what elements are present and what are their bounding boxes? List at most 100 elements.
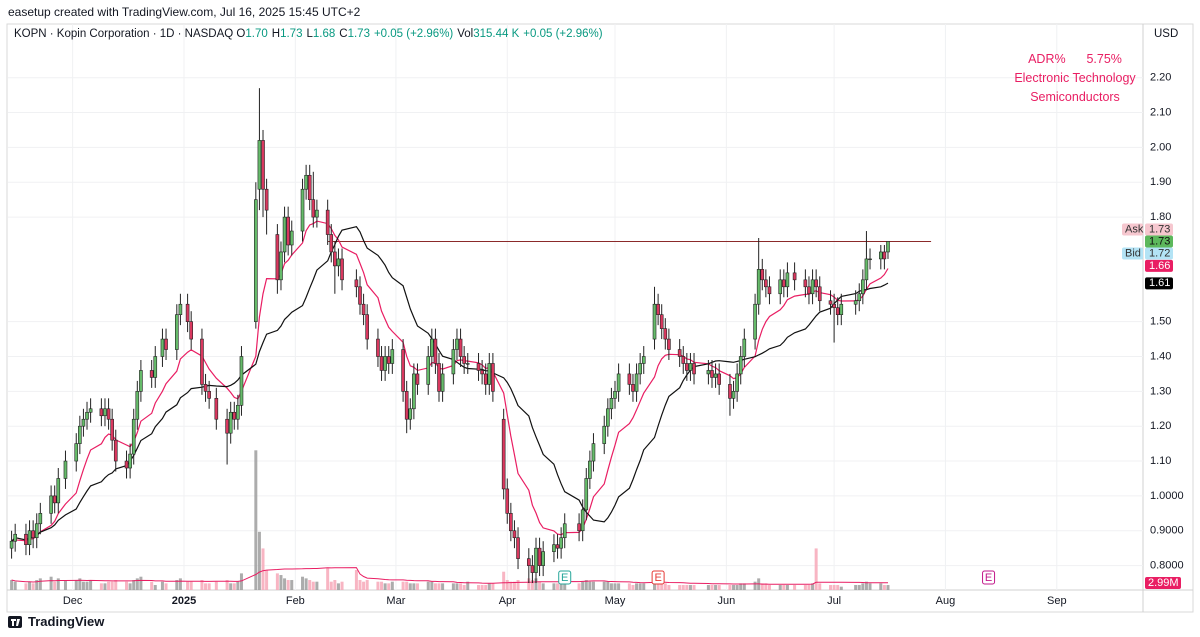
sector: Electronic Technology: [1014, 71, 1136, 85]
volume-bar: [635, 583, 639, 590]
candle-body: [300, 188, 305, 232]
ohlc-value: +0.05 (+2.96%): [523, 28, 603, 40]
candle-body: [390, 349, 395, 364]
candle-body: [433, 338, 438, 364]
volume-bar: [832, 585, 836, 590]
candle-body: [868, 258, 872, 261]
footer: TradingView: [28, 614, 105, 629]
volume-bar: [732, 585, 736, 590]
ohlc-value: 1.68: [312, 28, 336, 40]
volume-bar: [793, 585, 797, 590]
x-tick-label: Jul: [827, 595, 841, 607]
volume-bar: [602, 581, 606, 590]
volume-bar: [383, 583, 387, 590]
candle-body: [659, 314, 664, 329]
candle-body: [656, 303, 660, 315]
candle-body: [638, 363, 642, 375]
candle-body: [631, 384, 635, 392]
candle-body: [512, 530, 517, 539]
price-label-bg: [1145, 259, 1173, 272]
x-tick-label: Dec: [63, 595, 83, 607]
volume-bar: [717, 585, 721, 590]
volume-bar: [577, 583, 581, 590]
price-label-bg: [1145, 223, 1173, 236]
candle-body: [613, 391, 617, 399]
ohlc-key: H: [271, 28, 281, 40]
candle-body: [333, 251, 337, 267]
candle-body: [31, 530, 35, 539]
volume-bar: [99, 583, 103, 590]
y-tick-label: 2.20: [1150, 72, 1171, 84]
volume-bar: [753, 581, 757, 590]
volume-bar: [627, 583, 631, 590]
volume-bar: [437, 583, 441, 590]
volume-bar: [56, 578, 60, 590]
candle-body: [717, 373, 721, 385]
candle-body: [430, 338, 434, 357]
candle-body: [34, 523, 39, 539]
volume-bar: [527, 578, 531, 590]
candle-body: [103, 408, 107, 417]
candle-body: [99, 408, 104, 417]
candle-body: [652, 303, 657, 340]
candle-body: [476, 363, 481, 371]
volume-bar: [175, 580, 179, 590]
candle-body: [203, 384, 208, 392]
volume-bar: [74, 580, 78, 590]
volume-bar: [63, 580, 67, 590]
volume-bar: [387, 583, 391, 590]
candle-body: [85, 411, 89, 420]
candle-body: [379, 356, 384, 371]
volume-bar: [879, 583, 883, 590]
candle-body: [667, 338, 671, 350]
candle-body: [882, 251, 887, 260]
volume-bar: [354, 570, 358, 590]
candle-body: [516, 537, 520, 559]
candle-body: [527, 558, 531, 566]
volume-bar: [239, 573, 243, 590]
symbol: KOPN · Kopin Corporation · 1D · NASDAQ: [14, 28, 234, 40]
candle-body: [627, 373, 632, 385]
price-label-bg: [1145, 235, 1173, 248]
volume-bar: [311, 581, 315, 590]
candle-body: [835, 307, 840, 315]
candle-body: [135, 391, 140, 420]
candle-body: [480, 370, 484, 375]
candle-body: [404, 391, 409, 420]
candle-body: [153, 356, 158, 378]
volume-bar: [430, 581, 434, 590]
candle-body: [139, 370, 143, 392]
volume-bar: [405, 581, 409, 590]
candle-body: [279, 251, 283, 281]
event-marker: [558, 570, 572, 585]
volume-bar: [150, 581, 154, 590]
candle-body: [426, 356, 431, 385]
volume-bar: [362, 581, 366, 590]
volume-bar: [613, 583, 617, 590]
candle-body: [214, 398, 219, 420]
candle-body: [52, 495, 57, 504]
volume-bar: [110, 581, 114, 590]
volume-bar: [785, 585, 789, 590]
candle-body: [810, 279, 815, 295]
candle-body: [458, 338, 463, 357]
candle-body: [688, 363, 693, 371]
y-tick-label: 1.50: [1150, 316, 1171, 328]
volume-bar: [261, 548, 265, 590]
candle-body: [257, 140, 262, 190]
volume-bar: [538, 581, 542, 590]
volume-bar: [78, 578, 82, 590]
volume-bar: [591, 581, 595, 590]
currency: USD: [1154, 28, 1179, 40]
volume-bar: [534, 578, 538, 590]
candle-body: [275, 234, 280, 281]
volume-bar: [254, 450, 258, 590]
volume-bar: [81, 581, 85, 590]
volume-bar: [807, 585, 811, 590]
volume-bar: [279, 575, 283, 590]
x-tick-label: Apr: [499, 595, 516, 607]
candle-body: [832, 303, 836, 309]
volume-bar: [189, 581, 193, 590]
volume-bar: [728, 585, 732, 590]
